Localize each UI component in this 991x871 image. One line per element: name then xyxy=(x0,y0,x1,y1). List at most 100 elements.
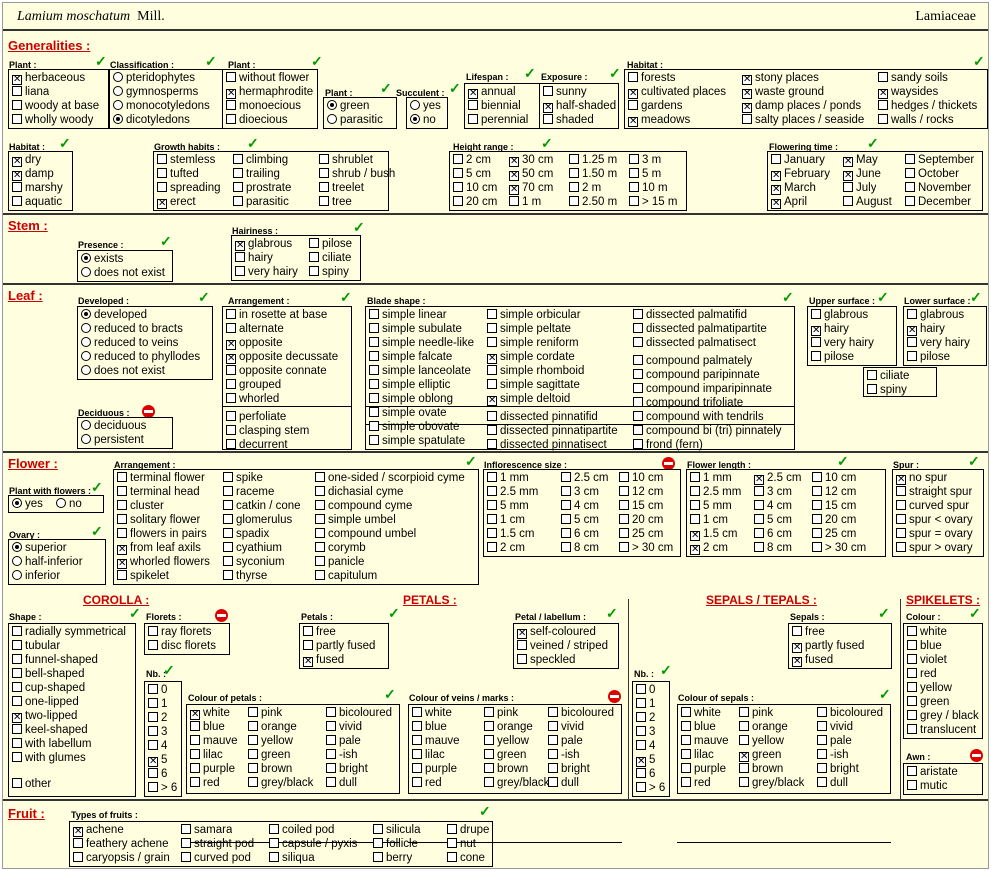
checkbox[interactable] xyxy=(484,763,494,773)
checkbox[interactable] xyxy=(739,777,749,787)
checkbox[interactable] xyxy=(633,411,643,421)
checkbox[interactable] xyxy=(453,154,463,164)
checkbox[interactable] xyxy=(412,777,422,787)
checkbox[interactable] xyxy=(509,157,519,167)
checkbox[interactable] xyxy=(487,472,497,482)
option-3-cm[interactable]: 3 cm xyxy=(561,485,599,499)
checkbox[interactable] xyxy=(633,337,643,347)
option-does-not-exist[interactable]: does not exist xyxy=(81,266,165,280)
option-green[interactable]: green xyxy=(907,695,949,709)
option-grouped[interactable]: grouped xyxy=(226,378,281,392)
checkbox[interactable] xyxy=(561,542,571,552)
option-damp[interactable]: damp xyxy=(12,167,54,181)
option-pteridophytes[interactable]: pteridophytes xyxy=(113,71,195,85)
option-dichasial-cyme[interactable]: dichasial cyme xyxy=(315,485,403,499)
checkbox[interactable] xyxy=(309,252,319,262)
radio-button[interactable] xyxy=(113,86,123,96)
checkbox[interactable] xyxy=(373,824,383,834)
option-grey-black[interactable]: grey/black xyxy=(739,776,804,790)
option-glabrous[interactable]: glabrous xyxy=(235,237,292,251)
checkbox[interactable] xyxy=(548,721,558,731)
checkbox[interactable] xyxy=(843,157,853,167)
option-cultivated-places[interactable]: cultivated places xyxy=(628,85,726,99)
option-september[interactable]: September xyxy=(905,153,974,167)
checkbox[interactable] xyxy=(690,486,700,496)
option-3[interactable]: 3 xyxy=(148,725,167,739)
checkbox[interactable] xyxy=(369,309,379,319)
checkbox[interactable] xyxy=(484,721,494,731)
option-bicoloured[interactable]: bicoloured xyxy=(548,706,614,720)
checkbox[interactable] xyxy=(12,724,22,734)
checkbox[interactable] xyxy=(811,337,821,347)
checkbox[interactable] xyxy=(905,154,915,164)
checkbox[interactable] xyxy=(326,707,336,717)
option-glabrous[interactable]: glabrous xyxy=(811,308,868,322)
option-ish[interactable]: -ish xyxy=(548,748,580,762)
option-5-mm[interactable]: 5 mm xyxy=(487,499,529,513)
option-fused[interactable]: fused xyxy=(792,653,833,667)
checkbox[interactable] xyxy=(754,486,764,496)
option-cup-shaped[interactable]: cup-shaped xyxy=(12,681,85,695)
checkbox[interactable] xyxy=(907,351,917,361)
checkbox[interactable] xyxy=(117,500,127,510)
option-2-5-cm[interactable]: 2.5 cm xyxy=(754,471,802,485)
checkbox[interactable] xyxy=(487,396,497,406)
checkbox[interactable] xyxy=(148,782,158,792)
checkbox[interactable] xyxy=(303,626,313,636)
option-waste-ground[interactable]: waste ground xyxy=(742,85,824,99)
option-mauve[interactable]: mauve xyxy=(412,734,460,748)
checkbox[interactable] xyxy=(509,196,519,206)
option-orange[interactable]: orange xyxy=(248,720,297,734)
checkbox[interactable] xyxy=(754,542,764,552)
option-mauve[interactable]: mauve xyxy=(681,734,729,748)
checkbox[interactable] xyxy=(226,425,236,435)
option-vivid[interactable]: vivid xyxy=(326,720,362,734)
checkbox[interactable] xyxy=(896,514,906,524)
option-perfoliate[interactable]: perfoliate xyxy=(226,410,286,424)
checkbox[interactable] xyxy=(742,75,752,85)
checkbox[interactable] xyxy=(681,749,691,759)
option-alternate[interactable]: alternate xyxy=(226,322,284,336)
checkbox[interactable] xyxy=(633,355,643,365)
option-1-25-m[interactable]: 1.25 m xyxy=(569,153,617,167)
option-july[interactable]: July xyxy=(843,181,876,195)
option-4-cm[interactable]: 4 cm xyxy=(561,499,599,513)
checkbox[interactable] xyxy=(12,75,22,85)
option-marshy[interactable]: marshy xyxy=(12,181,63,195)
checkbox[interactable] xyxy=(226,411,236,421)
checkbox[interactable] xyxy=(548,735,558,745)
option-persistent[interactable]: persistent xyxy=(81,433,144,447)
radio-button[interactable] xyxy=(81,365,91,375)
option-lilac[interactable]: lilac xyxy=(681,748,714,762)
checkbox[interactable] xyxy=(326,777,336,787)
option-compound-cyme[interactable]: compound cyme xyxy=(315,499,412,513)
option-violet[interactable]: violet xyxy=(907,653,947,667)
checkbox[interactable] xyxy=(248,749,258,759)
checkbox[interactable] xyxy=(548,749,558,759)
option-1-cm[interactable]: 1 cm xyxy=(690,513,728,527)
option-pale[interactable]: pale xyxy=(326,734,361,748)
checkbox[interactable] xyxy=(739,707,749,717)
option-pilose[interactable]: pilose xyxy=(309,237,352,251)
checkbox[interactable] xyxy=(226,100,236,110)
option-one-sided-scorpioid-cyme[interactable]: one-sided / scorpioid cyme xyxy=(315,471,465,485)
radio-button[interactable] xyxy=(81,351,91,361)
checkbox[interactable] xyxy=(487,365,497,375)
checkbox[interactable] xyxy=(303,640,313,650)
checkbox[interactable] xyxy=(792,657,802,667)
option-very-hairy[interactable]: very hairy xyxy=(907,336,970,350)
checkbox[interactable] xyxy=(117,559,127,569)
option-straight-spur[interactable]: straight spur xyxy=(896,485,972,499)
checkbox[interactable] xyxy=(509,185,519,195)
checkbox[interactable] xyxy=(157,154,167,164)
option-70-cm[interactable]: 70 cm xyxy=(509,181,553,195)
checkbox[interactable] xyxy=(223,514,233,524)
option-red[interactable]: red xyxy=(412,776,442,790)
option-keel-shaped[interactable]: keel-shaped xyxy=(12,723,88,737)
checkbox[interactable] xyxy=(487,486,497,496)
option-5-cm[interactable]: 5 cm xyxy=(561,513,599,527)
option-aquatic[interactable]: aquatic xyxy=(12,195,62,209)
option-8-cm[interactable]: 8 cm xyxy=(561,541,599,555)
checkbox[interactable] xyxy=(636,698,646,708)
checkbox[interactable] xyxy=(907,696,917,706)
